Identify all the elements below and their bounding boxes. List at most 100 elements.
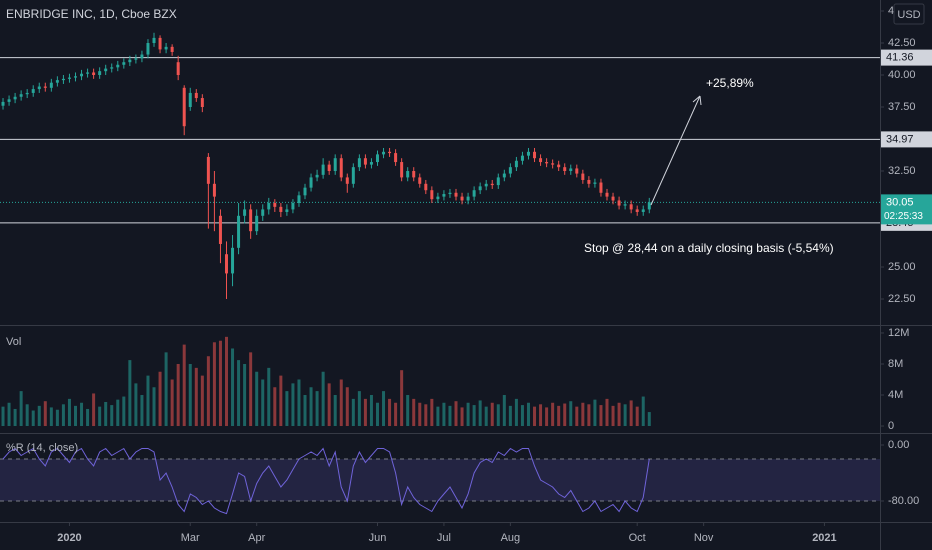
volume-tick-label: 0: [888, 420, 894, 432]
candle-body: [92, 72, 96, 76]
volume-bar: [496, 404, 500, 427]
candle-body: [394, 153, 398, 163]
candle-body: [309, 177, 313, 188]
candle-body: [188, 92, 192, 108]
candle-body: [436, 196, 440, 200]
y-tick-label: 37.50: [888, 101, 916, 113]
candle-body: [67, 77, 71, 79]
volume-bar: [231, 348, 235, 427]
candle-body: [454, 192, 458, 197]
candle-body: [176, 62, 180, 76]
x-tick-label: Oct: [629, 532, 646, 544]
candle-body: [575, 168, 579, 174]
currency-box[interactable]: [893, 3, 925, 25]
volume-bar: [478, 400, 482, 427]
candle-body: [557, 164, 561, 168]
volume-bar: [55, 409, 59, 427]
volume-bar: [86, 408, 90, 427]
arrow-head: [692, 95, 702, 106]
chart-title: ENBRIDGE INC, 1D, Cboe BZX: [6, 7, 177, 21]
y-tick-label: 32.50: [888, 165, 916, 177]
candle-body: [448, 192, 452, 195]
volume-bar: [61, 404, 65, 427]
candle-body: [496, 177, 500, 186]
volume-bar: [19, 391, 23, 427]
volume-bar: [599, 405, 603, 427]
volume-bar: [188, 363, 192, 427]
y-tick-label: 22.50: [888, 293, 916, 305]
x-tick-label: Nov: [694, 532, 714, 544]
x-tick-label: Jun: [369, 532, 387, 544]
volume-bar: [261, 379, 265, 427]
candle-body: [599, 182, 603, 193]
volume-bar: [25, 404, 29, 427]
volume-bar: [267, 367, 271, 427]
volume-bar: [382, 391, 386, 427]
candle-body: [478, 186, 482, 191]
candle-body: [327, 164, 331, 172]
volume-tick-label: 4M: [888, 389, 903, 401]
volume-bar: [182, 344, 186, 427]
candle-body: [375, 154, 379, 163]
volume-bar: [164, 352, 168, 427]
volume-bar: [394, 402, 398, 427]
volume-bar: [224, 336, 228, 427]
candle-body: [418, 177, 422, 184]
candle-body: [635, 209, 639, 212]
volume-bar: [212, 342, 216, 427]
volume-bar: [116, 399, 120, 427]
candle-body: [152, 37, 156, 44]
volume-bar: [128, 360, 132, 427]
candle-body: [218, 215, 222, 244]
volume-bar: [273, 387, 277, 427]
volume-bar: [80, 402, 84, 427]
candle-body: [382, 151, 386, 155]
volume-bar: [104, 401, 108, 427]
candle-body: [170, 46, 174, 52]
candle-body: [490, 183, 494, 186]
volume-title: Vol: [6, 336, 21, 348]
volume-bar: [49, 407, 53, 427]
volume-bar: [309, 387, 313, 427]
candle-body: [212, 183, 216, 197]
volume-bar: [249, 352, 253, 427]
volume-bar: [430, 398, 434, 427]
volume-bar: [291, 383, 295, 427]
candle-body: [200, 98, 204, 108]
volume-bar: [43, 401, 47, 427]
volume-bar: [158, 371, 162, 427]
volume-bar: [436, 406, 440, 427]
candle-body: [641, 209, 645, 212]
candle-body: [249, 209, 253, 232]
candle-body: [243, 209, 247, 216]
volume-bar: [333, 395, 337, 427]
currency-label[interactable]: USD: [897, 9, 920, 21]
candle-body: [49, 82, 53, 88]
x-tick-label: 2021: [812, 532, 836, 544]
volume-bar: [442, 402, 446, 427]
williams-r-line: [2, 447, 650, 515]
volume-bar: [243, 363, 247, 427]
x-tick-label: Apr: [248, 532, 265, 544]
x-tick-label: Jul: [437, 532, 451, 544]
indicator-tick-label: -80.00: [888, 495, 919, 507]
volume-bar: [152, 387, 156, 427]
volume-bar: [490, 402, 494, 427]
volume-bar: [285, 391, 289, 427]
y-tick-label: 42.50: [888, 37, 916, 49]
candle-body: [647, 202, 651, 210]
volume-bar: [539, 404, 543, 427]
volume-bar: [13, 408, 17, 427]
volume-bar: [31, 410, 35, 427]
last-price-box: [881, 194, 932, 225]
candle-body: [291, 203, 295, 210]
volume-bar: [363, 398, 367, 427]
volume-bar: [303, 395, 307, 427]
candle-body: [406, 171, 410, 178]
candle-body: [73, 76, 77, 78]
volume-bar: [37, 405, 41, 427]
candle-body: [551, 163, 555, 165]
volume-bar: [327, 383, 331, 427]
volume-bar: [98, 406, 102, 427]
